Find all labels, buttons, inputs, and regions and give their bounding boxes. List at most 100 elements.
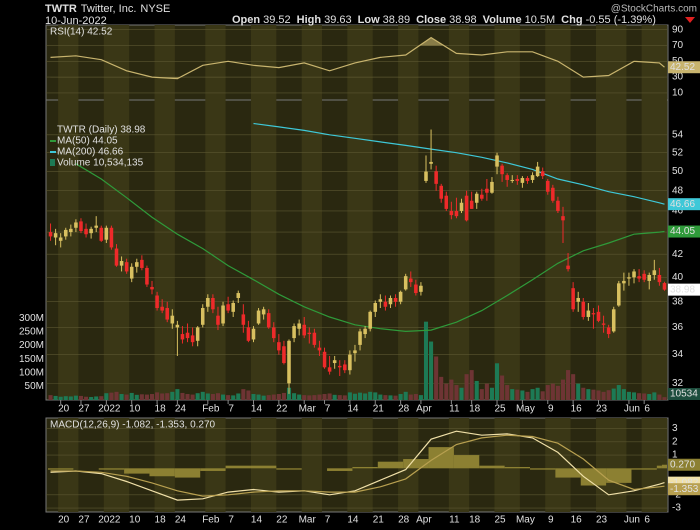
candle-body [63,229,68,237]
candle-body [84,228,88,235]
volume-bar [332,394,337,400]
volume-bar [292,393,297,400]
candle-body [74,222,78,228]
stat-value: 39.52 [263,14,291,26]
stat-value: 38.89 [383,14,411,26]
volume-bar [591,389,596,400]
candle-body [332,360,337,364]
legend-swatch [50,159,55,166]
x-tick-label: 23 [596,515,608,526]
candle-body [505,175,509,180]
x-tick-label: Mar [299,404,317,415]
x-tick-label: 18 [469,404,481,415]
candle-body [150,286,154,290]
x-tick-label: 14 [251,515,263,526]
x-tick-label: Apr [416,404,432,415]
stripe [103,418,130,512]
volume-bar [520,390,525,400]
volume-bar [99,396,104,400]
macd-histogram [149,468,175,477]
candle-body [647,274,652,281]
candle-body [424,171,428,181]
candle-body [261,309,266,315]
value-box [668,225,700,238]
volume-bar [327,393,332,400]
stripe [448,25,470,100]
candle-body [363,328,367,335]
stat-label: Low [358,14,380,26]
candle-body [140,259,144,268]
volume-bar [540,391,545,400]
volume-bar [347,392,352,400]
volume-bar [256,394,261,400]
macd-legend: MACD(12,26,9) -1.082, -1.353, 0.270 [50,420,216,431]
candle-body [94,225,98,228]
x-tick-label: 10 [129,515,141,526]
stripe [398,100,419,400]
stat-value: -0.55 (-1.39%) [586,14,656,26]
stripe [595,25,627,100]
y-tick-label: 36 [672,322,684,333]
volume-bar [200,391,205,400]
stripe [58,25,79,100]
stripe [347,418,373,512]
stripe [301,418,322,512]
volume-bar [94,396,99,400]
candle-body [652,270,657,275]
candle-body [185,332,190,339]
candle-body [343,364,347,371]
volume-bar [165,393,170,400]
candle-body [99,227,104,241]
candle-body [561,216,565,221]
volume-bar [73,395,78,400]
volume-bar [195,393,200,400]
x-tick-label: 9 [548,515,554,526]
stat-label: Open [232,14,260,26]
candle-body [586,310,591,317]
volume-bar [500,375,505,400]
candle-body [170,315,175,324]
candle-body [337,365,342,368]
volume-bar [571,374,576,400]
stripe [58,418,79,512]
macd-histogram [327,468,353,471]
macd-histogram [661,464,667,469]
macd-histogram [48,468,74,470]
candle-body [591,313,596,315]
candle-body [317,347,322,351]
x-tick-label: Feb [202,404,220,415]
candle-body [175,324,180,328]
volume-bar [621,389,626,400]
volume-bar [68,396,73,400]
x-tick-label: 14 [347,404,359,415]
candle-body [464,195,469,221]
volume-bar [241,389,246,400]
x-tick-label: 27 [78,515,90,526]
candle-body [429,161,433,164]
y-tick-label: 250M [19,327,44,338]
volume-bar [662,397,667,400]
candle-body [419,285,423,292]
x-tick-label: 28 [398,515,410,526]
y-tick-label: 300M [19,313,44,324]
volume-bar [459,387,464,400]
x-tick-label: 2022 [98,515,121,526]
candle-body [155,295,159,309]
stat-value: 39.63 [324,14,352,26]
volume-bar [109,392,114,400]
y-tick-label: 42 [672,249,684,260]
x-tick-label: 6 [644,404,650,415]
macd-histogram [200,468,226,471]
volume-bar [63,396,68,400]
value-box-label: 38.98 [670,284,695,295]
x-tick-label: Jun [624,515,640,526]
macd-histogram [276,468,302,470]
volume-bar [236,393,241,400]
candle-body [449,210,454,216]
y-tick-label: 40 [672,272,684,283]
stripe [347,25,373,100]
candle-body [485,188,489,193]
candle-body [414,284,418,294]
volume-bar [53,395,58,400]
